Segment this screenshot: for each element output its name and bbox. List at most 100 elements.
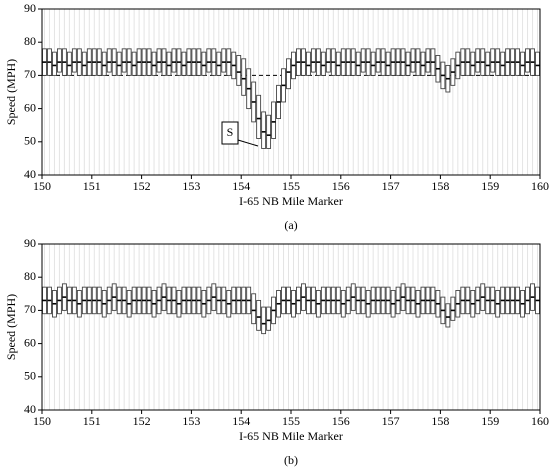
box [261, 111, 267, 149]
box [151, 51, 157, 76]
box [500, 51, 506, 76]
box [216, 51, 222, 76]
y-tick-label: 50 [24, 134, 36, 148]
annotation-pointer [237, 139, 259, 147]
box [156, 48, 162, 73]
box [445, 303, 451, 328]
box [360, 48, 366, 73]
box [221, 48, 227, 73]
box [121, 48, 127, 73]
x-tick-label: 156 [332, 179, 350, 193]
x-tick-label: 156 [332, 414, 350, 428]
box [52, 51, 57, 76]
x-tick-label: 151 [83, 414, 101, 428]
y-tick-label: 70 [24, 67, 36, 81]
x-tick-label: 150 [33, 414, 51, 428]
x-tick-label: 158 [431, 179, 449, 193]
box [475, 48, 481, 73]
box [201, 51, 207, 76]
box [251, 293, 257, 325]
box [425, 48, 431, 73]
box [325, 48, 331, 73]
plot-frame [41, 243, 541, 411]
x-tick-label: 157 [382, 179, 400, 193]
box [56, 48, 62, 73]
y-tick-label: 50 [24, 369, 36, 383]
box [271, 101, 277, 139]
box [116, 51, 122, 76]
annotation-box [221, 121, 239, 145]
x-tick-label: 151 [83, 179, 101, 193]
x-tick-label: 153 [182, 179, 200, 193]
caption: (a) [284, 218, 297, 232]
box [420, 51, 426, 76]
box [405, 51, 411, 76]
box [71, 48, 77, 73]
box [241, 58, 247, 96]
box [525, 48, 530, 73]
x-tick-label: 159 [481, 414, 499, 428]
box [206, 48, 212, 73]
caption: (b) [284, 453, 298, 467]
box [101, 51, 107, 76]
y-tick-label: 80 [24, 34, 36, 48]
box [535, 51, 540, 76]
y-axis-label: Speed (MPH) [4, 59, 18, 125]
x-tick-label: 153 [182, 414, 200, 428]
plot-frame [41, 8, 541, 176]
box [131, 51, 137, 76]
box [370, 51, 376, 76]
y-axis-label: Speed (MPH) [4, 294, 18, 360]
x-axis-label: I-65 NB Mile Marker [239, 429, 343, 443]
x-tick-label: 159 [481, 179, 499, 193]
x-tick-label: 150 [33, 179, 51, 193]
box [266, 306, 272, 331]
box [470, 51, 476, 76]
box [305, 51, 311, 76]
box [320, 51, 326, 76]
y-tick-label: 40 [24, 167, 36, 181]
y-tick-label: 40 [24, 402, 36, 416]
x-tick-label: 154 [232, 414, 250, 428]
box [485, 51, 491, 76]
box [410, 48, 416, 73]
box [286, 58, 291, 90]
x-tick-label: 152 [133, 414, 151, 428]
box [266, 114, 272, 149]
y-tick-label: 90 [24, 1, 36, 15]
y-tick-label: 70 [24, 302, 36, 316]
x-axis-label: I-65 NB Mile Marker [239, 194, 343, 208]
annotation: S [227, 125, 234, 139]
y-tick-label: 80 [24, 269, 36, 283]
box [450, 296, 456, 321]
box [355, 51, 361, 76]
x-tick-label: 158 [431, 414, 449, 428]
box [261, 306, 267, 335]
x-tick-label: 157 [382, 414, 400, 428]
box [181, 51, 187, 76]
x-tick-label: 154 [232, 179, 250, 193]
box [166, 51, 172, 76]
box [335, 51, 341, 76]
box [375, 48, 381, 73]
y-tick-label: 90 [24, 236, 36, 250]
box [81, 51, 87, 76]
x-tick-label: 152 [133, 179, 151, 193]
x-tick-label: 160 [531, 414, 549, 428]
x-tick-label: 155 [282, 179, 300, 193]
box [106, 48, 112, 73]
y-tick-label: 60 [24, 335, 36, 349]
box [66, 51, 72, 76]
box [236, 55, 242, 86]
box [520, 51, 526, 76]
x-tick-label: 155 [282, 414, 300, 428]
y-tick-label: 60 [24, 100, 36, 114]
box [490, 48, 496, 73]
box [256, 94, 262, 139]
box [171, 48, 177, 73]
box [310, 48, 316, 73]
x-tick-label: 160 [531, 179, 549, 193]
box [256, 299, 262, 331]
box [385, 51, 391, 76]
